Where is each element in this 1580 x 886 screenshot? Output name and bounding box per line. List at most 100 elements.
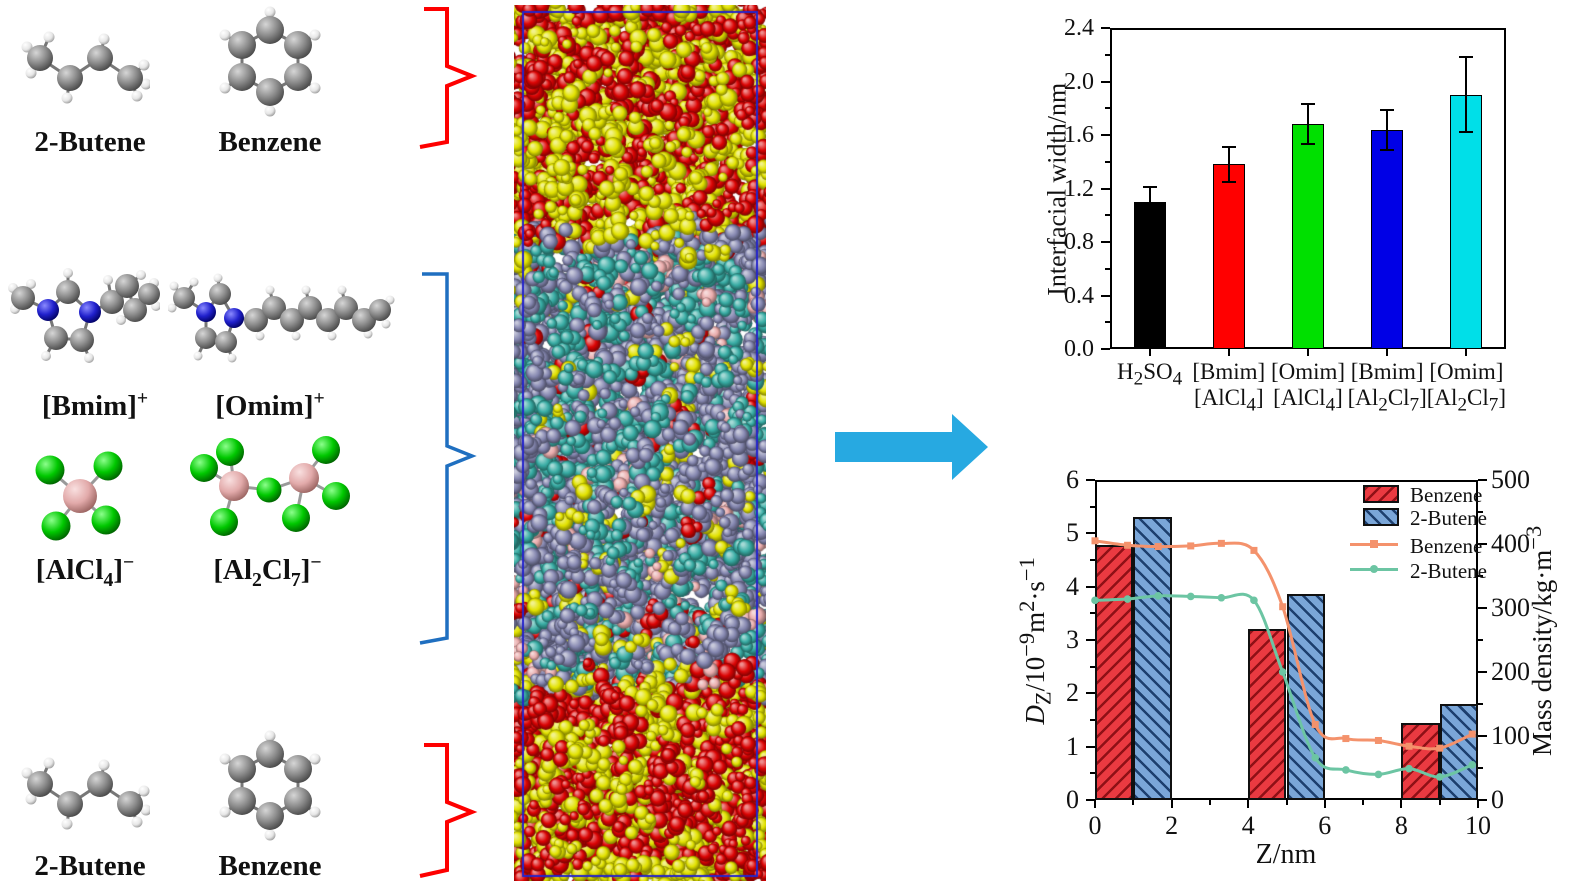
2-butene-data-marker: [1405, 764, 1413, 773]
x-axis-title: Z/nm: [1255, 839, 1317, 870]
error-bar-cap: [1221, 146, 1236, 149]
2-butene-data-marker: [1217, 593, 1226, 602]
x-axis-tick: [1148, 349, 1151, 356]
category-label: [Bmim] [Al2Cl7]: [1347, 359, 1427, 416]
error-bar-cap: [1380, 108, 1395, 111]
left-axis-major-tick: [1086, 639, 1095, 641]
right-axis-tick-label: 100: [1491, 721, 1530, 750]
right-axis-tick-label: 300: [1491, 593, 1530, 622]
error-bar-cap: [1221, 180, 1236, 183]
error-bar: [1465, 57, 1468, 133]
legend-marker: [1370, 565, 1378, 573]
benzene-molecule-bottom: [219, 730, 321, 841]
feed-bottom-brace: [419, 743, 478, 878]
right-axis-major-tick: [1478, 479, 1487, 481]
flow-arrow-icon: [835, 414, 988, 480]
x-axis-tick: [1386, 349, 1389, 356]
benzene-data-marker: [1436, 744, 1444, 752]
left-axis-major-tick: [1086, 799, 1095, 801]
right-axis-minor-tick: [1478, 511, 1483, 513]
bar-omimalcl4: [1292, 124, 1324, 349]
2-butene-data-marker: [1435, 773, 1444, 781]
left-axis-tick-label: 6: [1066, 465, 1079, 494]
y-axis-minor-tick: [1105, 160, 1110, 163]
right-axis-major-tick: [1478, 799, 1487, 801]
y-axis-major-tick: [1101, 80, 1110, 83]
legend-swatch-benzene: [1363, 485, 1399, 503]
legend-item-label: Benzene: [1410, 534, 1483, 558]
left-axis-tick-label: 1: [1066, 731, 1079, 761]
right-axis-minor-tick: [1478, 639, 1483, 641]
right-axis-title: Mass density/kg·m−3: [1521, 525, 1558, 756]
bar-benzene: [1401, 722, 1440, 800]
benzene-data-marker: [1217, 539, 1225, 547]
category-label: H2SO4: [1117, 359, 1183, 390]
right-axis-minor-tick: [1478, 575, 1483, 577]
y-axis-minor-tick: [1105, 214, 1110, 217]
x-axis-tick-label: 6: [1318, 811, 1332, 840]
right-axis-major-tick: [1478, 671, 1487, 673]
bar-benzene: [1248, 629, 1287, 800]
al2cl7-anion-label: [Al2Cl7]−: [213, 551, 322, 591]
phase-braces: [419, 7, 478, 878]
x-axis-major-tick: [1247, 800, 1250, 808]
benzene-label-top: Benzene: [218, 126, 322, 158]
legend-item-label: Benzene: [1410, 483, 1483, 507]
x-axis-tick-label: 4: [1241, 811, 1255, 840]
left-axis-major-tick: [1086, 479, 1095, 481]
2-butene-data-marker: [1468, 761, 1477, 769]
right-axis-major-tick: [1478, 735, 1487, 737]
bar-2-butene: [1439, 704, 1478, 800]
y-axis-title: Interfacial width/nm: [1042, 82, 1072, 296]
benzene-data-marker: [1091, 537, 1099, 545]
2-butene-density-curve: [1094, 592, 1473, 779]
benzene-data-marker: [1250, 546, 1258, 554]
2-butene-data-marker: [1154, 592, 1162, 600]
y-axis-major-tick: [1101, 241, 1110, 243]
interfacial-width-bar-chart: 0.0 0.4 0.8 1.2 1.6 2.0 2.4 H2SO4 [Bmim] [AlCl4][…: [1040, 0, 1580, 438]
error-bar: [1148, 187, 1151, 217]
y-axis-tick-label: 0.8: [1064, 229, 1094, 255]
y-axis-tick-label: 2.4: [1064, 15, 1094, 41]
right-axis-minor-tick: [1478, 703, 1483, 705]
benzene-data-marker: [1279, 603, 1287, 611]
2-butene-data-marker: [1311, 753, 1320, 762]
left-axis-tick-label: 3: [1066, 625, 1079, 654]
error-bar-cap: [1380, 148, 1395, 151]
error-bar-cap: [1459, 131, 1474, 134]
x-axis-major-tick: [1170, 800, 1173, 808]
left-axis-tick-label: 4: [1066, 571, 1079, 601]
x-axis-major-tick: [1400, 800, 1403, 808]
y-axis-minor-tick: [1105, 321, 1110, 324]
x-axis-major-tick: [1094, 800, 1096, 808]
right-axis-minor-tick: [1478, 767, 1483, 769]
y-axis-major-tick: [1101, 187, 1110, 190]
error-bar: [1386, 109, 1389, 150]
x-axis-major-tick: [1477, 800, 1479, 808]
y-axis-major-tick: [1101, 27, 1110, 29]
x-axis-minor-tick: [1362, 800, 1365, 805]
y-axis-minor-tick: [1105, 267, 1110, 270]
left-axis-major-tick: [1086, 585, 1095, 588]
y-axis-major-tick: [1101, 134, 1110, 136]
right-axis-major-tick: [1478, 543, 1487, 545]
y-axis-tick-label: 1.6: [1064, 122, 1094, 148]
left-axis-title: DZ/10−9m2·s−1: [1014, 557, 1056, 725]
error-bar-cap: [1142, 215, 1157, 218]
left-axis-minor-tick: [1090, 559, 1095, 561]
2-butene-molecule-bottom: [21, 757, 150, 830]
2-butene-data-marker: [1278, 668, 1287, 676]
benzene-data-marker: [1187, 542, 1195, 550]
x-axis-minor-tick: [1285, 800, 1288, 805]
y-axis-minor-tick: [1105, 107, 1110, 110]
x-axis-tick-label: 8: [1394, 811, 1408, 840]
feed-top-brace: [419, 7, 478, 149]
2-butene-data-marker: [1250, 596, 1258, 605]
2-butene-data-marker: [1091, 596, 1099, 605]
ionic-liquid-brace: [419, 272, 477, 645]
bar-bmimalcl4: [1212, 164, 1245, 349]
left-axis-major-tick: [1086, 692, 1095, 695]
y-axis-tick-label: 1.2: [1064, 175, 1094, 202]
x-axis-tick-label: 10: [1465, 811, 1491, 840]
x-axis-minor-tick: [1438, 800, 1441, 805]
